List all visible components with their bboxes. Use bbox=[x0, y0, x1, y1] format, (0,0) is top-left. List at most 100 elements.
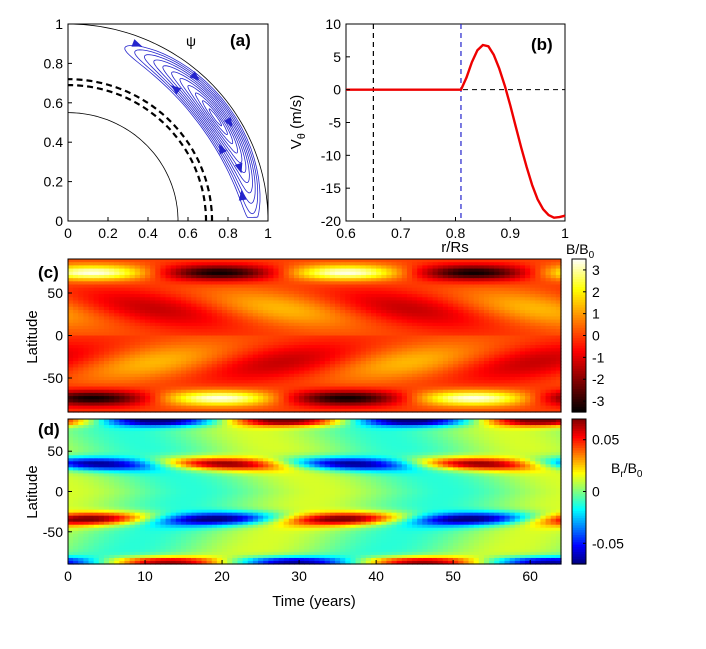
heatmap-cell bbox=[211, 405, 218, 410]
colorbar-swatch bbox=[572, 358, 586, 362]
heatmap-cell bbox=[406, 351, 413, 356]
heatmap-cell bbox=[448, 392, 454, 397]
heatmap-cell bbox=[335, 322, 341, 327]
heatmap-cell bbox=[376, 300, 382, 305]
heatmap-cell bbox=[437, 376, 444, 381]
heatmap-cell bbox=[396, 335, 403, 340]
heatmap-cell bbox=[68, 259, 74, 263]
heatmap-cell bbox=[258, 335, 264, 340]
heatmap-cell bbox=[555, 287, 562, 292]
heatmap-cell bbox=[247, 405, 254, 410]
heatmap-cell bbox=[437, 341, 444, 346]
heatmap-cell bbox=[83, 470, 90, 474]
heatmap-cell bbox=[88, 319, 95, 324]
heatmap-cell bbox=[201, 408, 208, 413]
heatmap-cell bbox=[273, 278, 280, 282]
heatmap-cell bbox=[206, 297, 213, 302]
heatmap-cell bbox=[232, 361, 239, 365]
heatmap-cell bbox=[103, 322, 110, 327]
heatmap-cell bbox=[134, 303, 141, 308]
heatmap-cell bbox=[222, 322, 228, 327]
heatmap-cell bbox=[386, 278, 393, 282]
heatmap-cell bbox=[448, 271, 454, 276]
heatmap-cell bbox=[196, 313, 203, 317]
heatmap-cell bbox=[483, 322, 490, 327]
heatmap-cell bbox=[340, 325, 346, 330]
heatmap-cell bbox=[165, 402, 172, 407]
heatmap-cell bbox=[550, 303, 557, 308]
heatmap-cell bbox=[360, 335, 367, 340]
heatmap-cell bbox=[350, 262, 357, 266]
heatmap-cell bbox=[73, 262, 79, 266]
heatmap-cell bbox=[489, 300, 495, 305]
heatmap-cell bbox=[550, 313, 557, 317]
heatmap-cell bbox=[175, 341, 182, 346]
heatmap-cell bbox=[478, 322, 485, 327]
heatmap-cell bbox=[103, 284, 110, 289]
heatmap-cell bbox=[68, 557, 74, 562]
heatmap-cell bbox=[478, 370, 485, 375]
heatmap-cell bbox=[201, 402, 208, 407]
heatmap-cell bbox=[155, 361, 162, 365]
heatmap-cell bbox=[186, 322, 192, 327]
heatmap-cell bbox=[78, 373, 85, 378]
heatmap-cell bbox=[370, 341, 377, 346]
heatmap-cell bbox=[180, 348, 187, 353]
heatmap-cell bbox=[324, 361, 331, 365]
heatmap-cell bbox=[73, 306, 79, 311]
heatmap-cell bbox=[355, 370, 362, 375]
heatmap-cell bbox=[191, 376, 197, 381]
heatmap-cell bbox=[165, 367, 172, 372]
heatmap-cell bbox=[78, 274, 85, 279]
heatmap-cell bbox=[206, 351, 213, 356]
heatmap-cell bbox=[370, 408, 377, 413]
heatmap-cell bbox=[509, 322, 516, 327]
heatmap-cell bbox=[175, 396, 182, 400]
heatmap-cell bbox=[258, 392, 264, 397]
heatmap-cell bbox=[432, 287, 439, 292]
heatmap-cell bbox=[365, 361, 372, 365]
heatmap-cell bbox=[293, 345, 300, 349]
heatmap-cell bbox=[278, 303, 285, 308]
heatmap-cell bbox=[216, 290, 223, 295]
heatmap-cell bbox=[88, 268, 95, 273]
heatmap-cell bbox=[314, 287, 321, 292]
heatmap-cell bbox=[68, 303, 74, 308]
heatmap-cell bbox=[535, 396, 542, 400]
heatmap-cell bbox=[88, 294, 95, 298]
heatmap-cell bbox=[268, 319, 275, 324]
heatmap-cell bbox=[504, 259, 511, 263]
colorbar-swatch bbox=[572, 294, 586, 298]
colorbar-swatch bbox=[572, 261, 586, 265]
heatmap-cell bbox=[453, 376, 459, 381]
heatmap-cell bbox=[216, 357, 223, 362]
heatmap-cell bbox=[232, 287, 239, 292]
heatmap-cell bbox=[329, 361, 336, 365]
heatmap-cell bbox=[345, 306, 352, 311]
heatmap-cell bbox=[335, 306, 341, 311]
heatmap-cell bbox=[186, 284, 192, 289]
heatmap-cell bbox=[242, 348, 249, 353]
heatmap-cell bbox=[453, 364, 459, 368]
heatmap-cell bbox=[309, 402, 316, 407]
heatmap-cell bbox=[427, 389, 434, 394]
heatmap-cell bbox=[211, 284, 218, 289]
heatmap-cell bbox=[124, 322, 131, 327]
heatmap-cell bbox=[340, 303, 346, 308]
heatmap-cell bbox=[355, 332, 362, 337]
heatmap-cell bbox=[314, 348, 321, 353]
heatmap-cell bbox=[237, 290, 244, 295]
heatmap-cell bbox=[329, 345, 336, 349]
heatmap-cell bbox=[319, 361, 326, 365]
heatmap-cell bbox=[68, 402, 74, 407]
heatmap-cell bbox=[448, 278, 454, 282]
heatmap-cell bbox=[555, 367, 562, 372]
heatmap-cell bbox=[489, 316, 495, 321]
heatmap-cell bbox=[211, 278, 218, 282]
heatmap-cell bbox=[319, 348, 326, 353]
heatmap-cell bbox=[530, 380, 536, 384]
heatmap-cell bbox=[103, 338, 110, 343]
heatmap-cell bbox=[355, 322, 362, 327]
heatmap-cell bbox=[319, 345, 326, 349]
heatmap-cell bbox=[191, 332, 197, 337]
